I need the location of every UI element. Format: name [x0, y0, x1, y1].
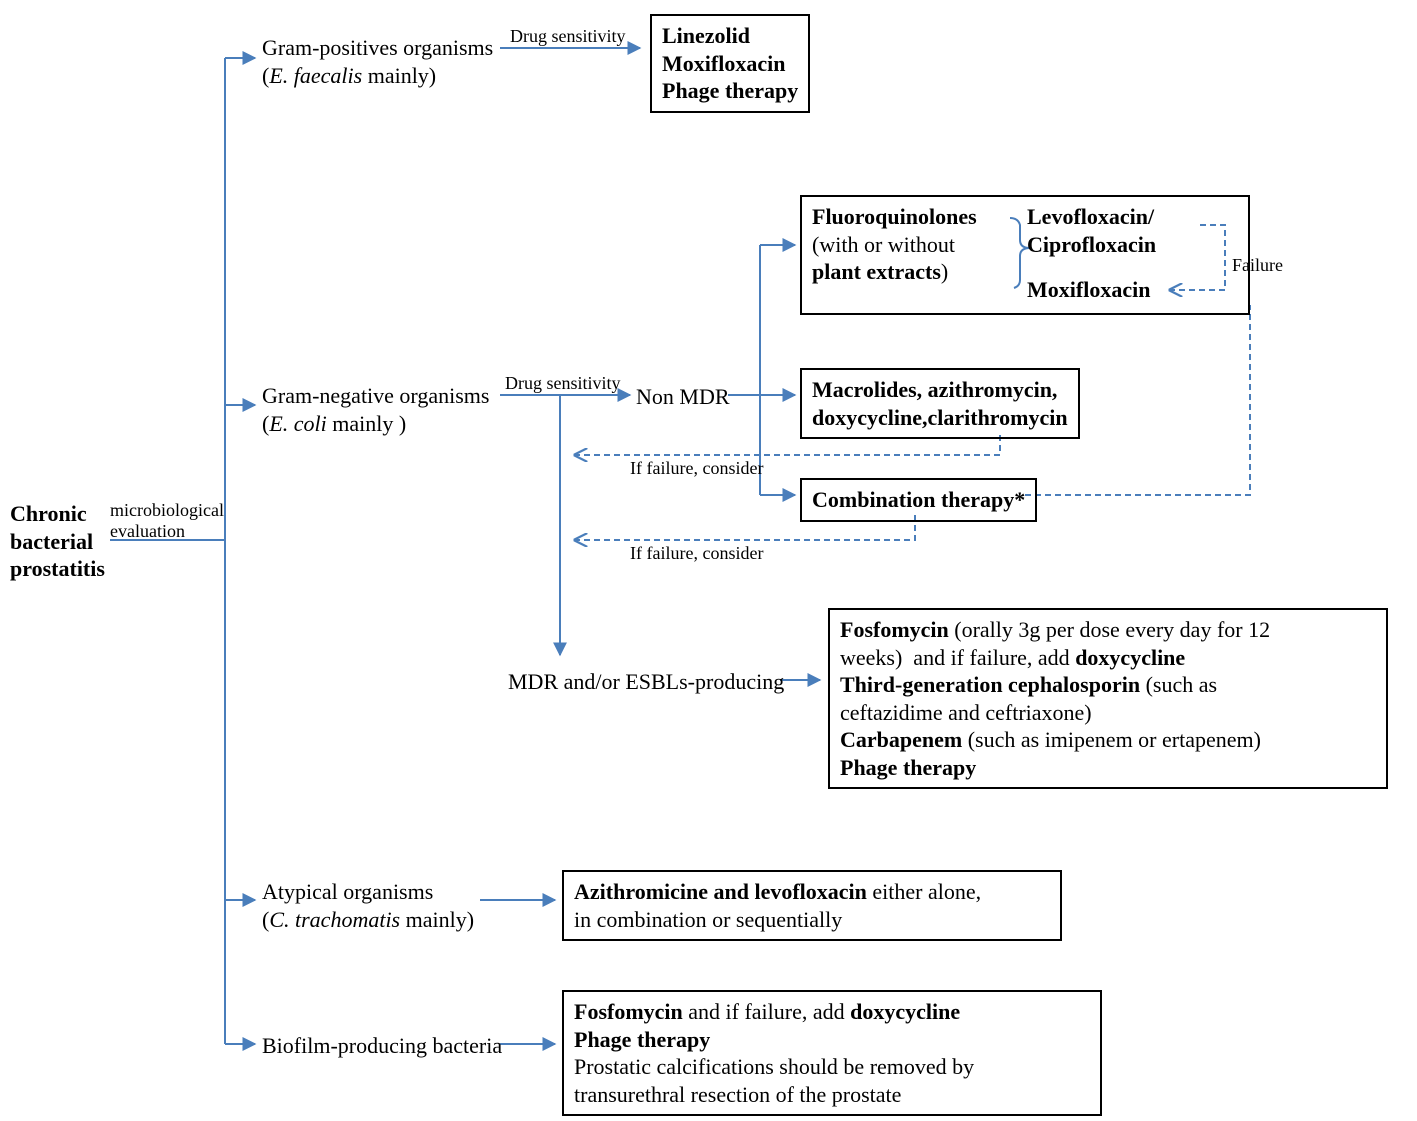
- fq-l1: Fluoroquinolones: [812, 204, 977, 229]
- b4-l2: Phage therapy: [574, 1027, 710, 1052]
- branch2-l2-suf: mainly ): [327, 411, 406, 436]
- branch2-edge-label: Drug sensitivity: [505, 373, 621, 394]
- fq-l2: (with or without: [812, 232, 955, 257]
- mdr-l3b: Carbapenem: [840, 727, 962, 752]
- b3-bold: Azithromicine and levofloxacin: [574, 879, 867, 904]
- branch2-line1: Gram-negative organisms: [262, 383, 489, 408]
- mac-text: Macrolides, azithromycin, doxycycline,cl…: [812, 377, 1068, 430]
- branch1-edge-label: Drug sensitivity: [510, 26, 626, 47]
- nonmdr-label: Non MDR: [636, 383, 730, 411]
- mdr-l1b2: doxycycline: [1075, 645, 1185, 670]
- root-edge-label: microbiological evaluation: [110, 500, 224, 542]
- branch3-l2-italic: C. trachomatis: [269, 907, 400, 932]
- combo-text: Combination therapy*: [812, 487, 1025, 512]
- failure-label: Failure: [1232, 255, 1283, 276]
- branch1-l2-suf: mainly): [362, 63, 436, 88]
- mdr-l4: Phage therapy: [840, 755, 976, 780]
- branch3-l2-suf: mainly): [400, 907, 474, 932]
- fail-label-2: If failure, consider: [630, 543, 763, 564]
- fq-box: Fluoroquinolones (with or without plant …: [800, 195, 1250, 315]
- branch2-label: Gram-negative organisms (E. coli mainly …: [262, 382, 489, 437]
- branch1-l2-italic: E. faecalis: [269, 63, 362, 88]
- branch1-box: Linezolid Moxifloxacin Phage therapy: [650, 14, 810, 113]
- mdr-l2b: Third-generation cephalosporin: [840, 672, 1140, 697]
- branch4-label: Biofilm-producing bacteria: [262, 1032, 502, 1060]
- b4-l1p: and if failure, add: [683, 999, 850, 1024]
- b4-l3: Prostatic calcifications should be remov…: [574, 1054, 974, 1107]
- branch4-box: Fosfomycin and if failure, add doxycycli…: [562, 990, 1102, 1116]
- branch3-label: Atypical organisms (C. trachomatis mainl…: [262, 878, 474, 933]
- fq-sub2: Moxifloxacin: [1027, 277, 1150, 302]
- fq-l3s: ): [941, 259, 948, 284]
- b4-l1b1: Fosfomycin: [574, 999, 683, 1024]
- branch1-line1: Gram-positives organisms: [262, 35, 493, 60]
- combo-box: Combination therapy*: [800, 478, 1037, 522]
- fq-sub1: Levofloxacin/ Ciprofloxacin: [1027, 204, 1156, 257]
- mdr-l1b1: Fosfomycin: [840, 617, 949, 642]
- branch3-line1: Atypical organisms: [262, 879, 433, 904]
- root-title: Chronic bacterial prostatitis: [10, 500, 105, 583]
- branch1-box-l2: Moxifloxacin: [662, 51, 785, 76]
- mdr-box: Fosfomycin (orally 3g per dose every day…: [828, 608, 1388, 789]
- branch1-label: Gram-positives organisms (E. faecalis ma…: [262, 34, 493, 89]
- b4-l1b2: doxycycline: [850, 999, 960, 1024]
- branch1-box-l1: Linezolid: [662, 23, 750, 48]
- fail-label-1: If failure, consider: [630, 458, 763, 479]
- branch1-box-l3: Phage therapy: [662, 78, 798, 103]
- branch3-box: Azithromicine and levofloxacin either al…: [562, 870, 1062, 941]
- fq-l3b: plant extracts: [812, 259, 941, 284]
- mdr-label: MDR and/or ESBLs-producing: [508, 668, 784, 696]
- mdr-l3p: (such as imipenem or ertapenem): [962, 727, 1261, 752]
- branch2-l2-italic: E. coli: [269, 411, 326, 436]
- macrolides-box: Macrolides, azithromycin, doxycycline,cl…: [800, 368, 1080, 439]
